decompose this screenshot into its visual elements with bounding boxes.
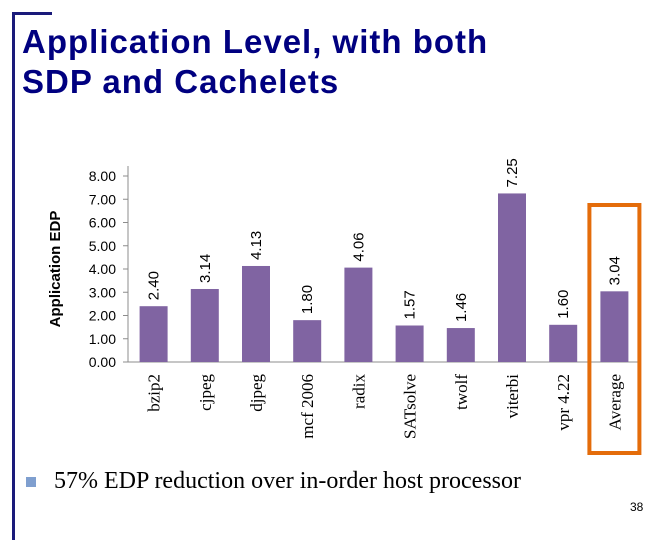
y-tick-label: 3.00 (89, 284, 116, 300)
y-tick-label: 8.00 (89, 168, 116, 184)
bar-bzip2 (139, 306, 168, 362)
category-label: radix (349, 374, 368, 409)
data-labels: 2.40 3.14 4.13 1.80 4.06 1.57 1.46 7.25 1.60 3.04 (146, 158, 624, 322)
category-label: cjpeg (196, 374, 215, 411)
slide-title-line-1: Application Level, with both (22, 23, 489, 60)
data-label: 1.46 (453, 293, 470, 322)
bar-viterbi (498, 193, 526, 362)
y-tick-label: 5.00 (89, 238, 116, 254)
bullet-square-icon (26, 476, 36, 487)
slide-title: Application Level, with both SDP and Cac… (22, 22, 488, 102)
y-tick-label: 6.00 (89, 215, 116, 231)
y-tick-label: 7.00 (89, 191, 116, 207)
data-label: 1.80 (299, 285, 316, 314)
bar-series (139, 193, 629, 362)
category-label: Average (605, 374, 624, 430)
slide-frame-top (12, 12, 52, 15)
category-label: vpr 4.22 (554, 374, 573, 431)
slide-title-line-2: SDP and Cachelets (22, 63, 340, 100)
data-label: 1.57 (402, 290, 419, 319)
category-label: bzip2 (145, 374, 164, 412)
category-labels: bzip2 cjpeg djpeg mcf 2006 radix SATsolve twol… (145, 374, 625, 439)
y-tick-label: 0.00 (89, 354, 116, 370)
data-label: 4.06 (350, 232, 367, 261)
bar-vpr-4.22 (549, 324, 578, 362)
bar-twolf (446, 328, 475, 362)
bar-mcf-2006 (293, 320, 322, 362)
average-highlight-box (587, 203, 642, 455)
y-tick-label: 2.00 (89, 308, 116, 324)
data-label: 3.14 (197, 254, 214, 283)
page-number: 38 (630, 500, 644, 514)
category-label: twolf (452, 374, 471, 410)
category-label: viterbi (503, 374, 522, 419)
bar-djpeg (242, 265, 270, 362)
data-label: 1.60 (555, 290, 572, 319)
category-label: SATsolve (401, 374, 420, 439)
bar-radix (344, 267, 373, 362)
slide-frame-left (12, 12, 15, 540)
category-label: djpeg (247, 374, 266, 412)
bar-cjpeg (190, 288, 219, 362)
bullet-point: 57% EDP reduction over in-order host pro… (26, 468, 521, 495)
data-label: 2.40 (146, 271, 163, 300)
bar-average (600, 291, 629, 362)
y-axis-ticks: 0.00 1.00 2.00 3.00 4.00 5.00 6.00 7.00 8.00 (89, 168, 128, 370)
bullet-text: 57% EDP reduction over in-order host pro… (54, 468, 521, 494)
y-tick-label: 4.00 (89, 261, 116, 277)
y-tick-label: 1.00 (89, 331, 116, 347)
category-label: mcf 2006 (298, 374, 317, 439)
data-label: 7.25 (504, 158, 521, 187)
data-label: 3.04 (606, 256, 623, 285)
y-axis-label: Application EDP (47, 211, 64, 328)
bar-satsolve (395, 325, 424, 362)
data-label: 4.13 (248, 231, 265, 260)
